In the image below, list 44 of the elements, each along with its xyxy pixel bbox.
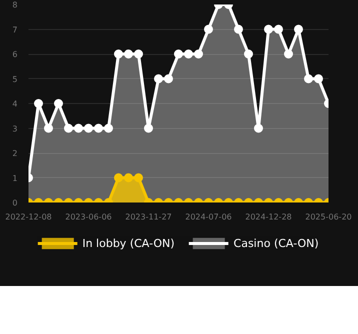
point: [54, 99, 63, 108]
x-tick-label: 2023-11-27: [125, 212, 172, 222]
point: [104, 124, 113, 133]
point: [174, 50, 183, 58]
point: [234, 24, 243, 34]
x-tick-label: 2025-06-20: [305, 212, 352, 222]
point: [254, 124, 263, 133]
point: [84, 124, 93, 133]
y-tick-label: 5: [12, 74, 18, 84]
y-tick-label: 2: [12, 149, 18, 158]
point: [274, 24, 283, 34]
point: [34, 99, 43, 108]
point: [64, 124, 73, 133]
point: [154, 74, 163, 84]
point: [114, 50, 123, 58]
point: [204, 24, 213, 34]
point: [194, 50, 203, 58]
point: [244, 50, 253, 58]
point: [124, 50, 133, 58]
point: [314, 74, 323, 84]
point: [184, 50, 193, 58]
legend-label: Casino (CA-ON): [234, 236, 319, 250]
point: [294, 24, 303, 34]
y-tick-label: 0: [12, 198, 18, 208]
y-tick-label: 6: [12, 50, 18, 59]
y-tick-label: 3: [12, 124, 18, 134]
x-tick-label: 2024-07-06: [185, 212, 232, 222]
point: [304, 74, 313, 84]
x-tick-label: 2024-12-28: [245, 212, 292, 222]
y-tick-label: 8: [12, 0, 18, 10]
point: [134, 50, 143, 58]
x-tick-label: 2023-06-06: [65, 212, 112, 222]
point: [74, 124, 83, 133]
point: [164, 74, 173, 84]
point: [94, 124, 103, 133]
point: [264, 24, 273, 34]
legend-label: In lobby (CA-ON): [82, 236, 175, 250]
point: [284, 50, 293, 58]
point: [44, 124, 53, 133]
y-tick-label: 1: [12, 174, 18, 183]
y-tick-label: 4: [12, 100, 18, 108]
y-tick-label: 7: [12, 25, 18, 34]
x-tick-label: 2022-12-08: [5, 212, 52, 222]
point: [144, 124, 153, 133]
